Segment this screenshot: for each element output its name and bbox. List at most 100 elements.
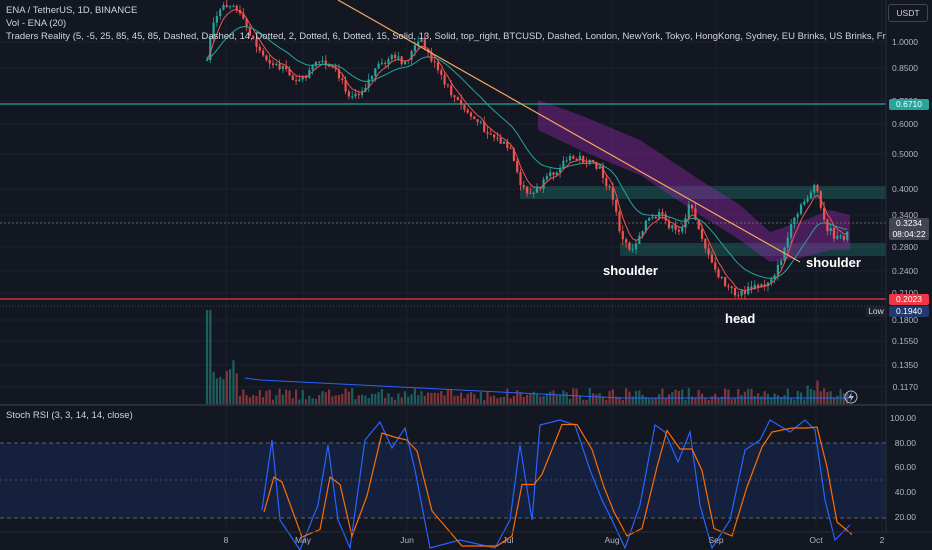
candle-body bbox=[205, 59, 209, 61]
candle-body bbox=[489, 133, 492, 135]
volume-bar bbox=[347, 391, 350, 405]
volume-bar bbox=[529, 394, 532, 405]
candle-body bbox=[813, 185, 816, 193]
volume-bar bbox=[311, 398, 314, 405]
candle-body bbox=[380, 62, 383, 64]
lightning-circle-icon[interactable] bbox=[844, 390, 858, 404]
candle-body bbox=[245, 18, 248, 28]
volume-bar bbox=[420, 391, 423, 405]
candle-body bbox=[568, 156, 572, 161]
symbol-title[interactable]: ENA / TetherUS, 1D, BINANCE bbox=[6, 5, 138, 16]
candle-body bbox=[832, 228, 836, 239]
candle-body bbox=[374, 68, 377, 77]
volume-bar bbox=[314, 398, 317, 405]
candle-body bbox=[519, 172, 522, 186]
candle-body bbox=[258, 46, 261, 51]
volume-bar bbox=[730, 399, 733, 405]
candle-body bbox=[638, 235, 641, 244]
candle-body bbox=[677, 229, 680, 232]
volume-bar bbox=[413, 388, 416, 405]
volume-bar bbox=[667, 394, 671, 405]
volume-bar bbox=[403, 391, 407, 405]
candle-body bbox=[526, 187, 529, 194]
volume-bar bbox=[489, 396, 492, 405]
volume-bar bbox=[562, 390, 565, 405]
volume-bar bbox=[301, 390, 304, 405]
head-label: head bbox=[725, 311, 756, 326]
time-tick-label: Aug bbox=[604, 535, 619, 545]
volume-bar bbox=[526, 394, 529, 405]
volume-bar bbox=[486, 390, 489, 405]
volume-bar bbox=[295, 389, 298, 405]
volume-bar bbox=[621, 399, 624, 405]
currency-button[interactable]: USDT bbox=[888, 4, 928, 22]
candle-body bbox=[565, 160, 568, 162]
volume-bar bbox=[601, 396, 605, 405]
candle-body bbox=[232, 5, 235, 7]
volume-bar bbox=[215, 378, 218, 405]
candle-body bbox=[545, 176, 548, 180]
candle-body bbox=[466, 109, 469, 113]
candle-body bbox=[476, 119, 479, 122]
volume-bar bbox=[799, 392, 803, 405]
candle-body bbox=[222, 5, 225, 10]
candle-body bbox=[757, 284, 760, 288]
volume-bar bbox=[235, 373, 238, 405]
volume-bar bbox=[697, 389, 700, 405]
volume-bar bbox=[423, 395, 426, 405]
candle-body bbox=[806, 198, 809, 202]
volume-indicator-title[interactable]: Vol - ENA (20) bbox=[6, 18, 67, 29]
volume-bar bbox=[469, 392, 473, 405]
volume-bar bbox=[780, 396, 783, 405]
volume-bar bbox=[773, 393, 776, 405]
candle-body bbox=[271, 63, 275, 65]
volume-bar bbox=[456, 395, 459, 405]
candle-body bbox=[654, 216, 657, 219]
volume-bar bbox=[384, 397, 387, 405]
time-tick-label: Sep bbox=[708, 535, 723, 545]
candle-body bbox=[440, 70, 443, 75]
stoch-axis[interactable]: 100.00 80.00 60.00 40.00 20.00 bbox=[890, 413, 916, 522]
price-tick-label: 0.2100 bbox=[892, 288, 918, 298]
volume-bar bbox=[644, 396, 647, 405]
candle-body bbox=[783, 247, 786, 261]
time-axis[interactable]: 8 May Jun Jul Aug Sep Oct 2 bbox=[224, 535, 885, 545]
volume-bar bbox=[446, 388, 449, 405]
volume-bar bbox=[572, 388, 575, 405]
volume-bar bbox=[704, 398, 707, 405]
stoch-rsi-title[interactable]: Stoch RSI (3, 3, 14, 14, close) bbox=[6, 410, 133, 421]
volume-bar bbox=[245, 395, 248, 405]
candle-body bbox=[671, 225, 674, 229]
volume-bar bbox=[654, 398, 657, 405]
volume-bar bbox=[714, 393, 717, 405]
candle-body bbox=[575, 159, 578, 161]
candle-body bbox=[522, 185, 525, 188]
time-tick-label: 8 bbox=[224, 535, 229, 545]
candle-body bbox=[559, 168, 562, 173]
candle-body bbox=[430, 52, 433, 62]
candle-body bbox=[770, 279, 773, 283]
candle-body bbox=[601, 166, 605, 178]
volume-bar bbox=[387, 393, 390, 405]
volume-bar bbox=[535, 394, 539, 405]
volume-bar bbox=[648, 397, 651, 405]
candle-body bbox=[704, 238, 707, 249]
candle-body bbox=[823, 207, 826, 220]
traders-reality-indicator-title[interactable]: Traders Reality (5, -5, 25, 85, 45, 85, … bbox=[6, 31, 886, 42]
candle-body bbox=[611, 187, 614, 200]
volume-bar bbox=[631, 396, 634, 405]
candle-body bbox=[268, 60, 271, 64]
volume-bar bbox=[806, 385, 809, 405]
candle-body bbox=[595, 161, 598, 169]
candle-body bbox=[803, 201, 806, 205]
candle-body bbox=[674, 225, 677, 230]
candle-body bbox=[700, 229, 704, 239]
volume-bar bbox=[476, 398, 479, 405]
candle-body bbox=[215, 16, 218, 23]
volume-bar bbox=[803, 399, 806, 405]
volume-bar bbox=[618, 397, 621, 405]
volume-bar bbox=[361, 394, 364, 405]
candle-body bbox=[582, 155, 585, 163]
candle-body bbox=[337, 69, 341, 79]
